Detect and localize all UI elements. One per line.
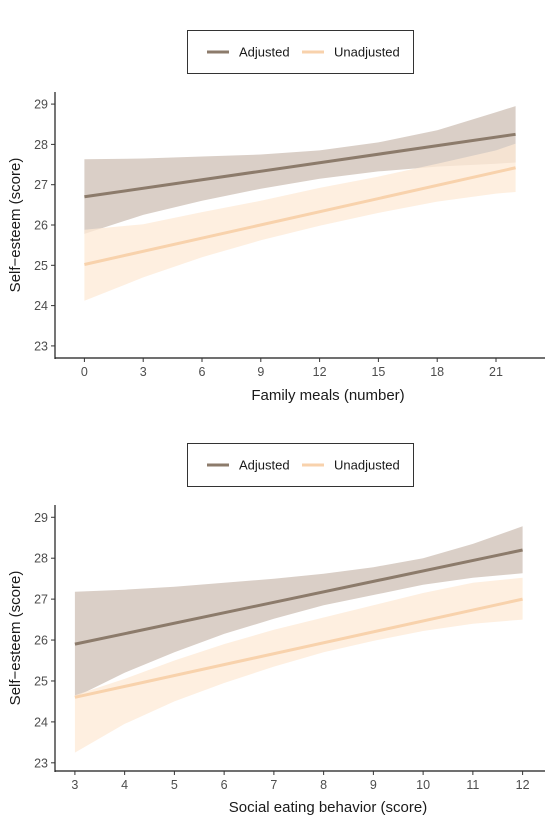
y-tick-label: 26 [34, 219, 48, 233]
y-tick-label: 23 [34, 756, 48, 770]
confidence-band-adjusted [84, 106, 516, 234]
y-axis-title: Self−esteem (score) [7, 571, 24, 706]
x-tick-label: 12 [313, 365, 327, 379]
series-line-unadjusted [84, 166, 516, 266]
y-tick-label: 26 [34, 634, 48, 648]
y-tick-label: 29 [34, 511, 48, 525]
legend: Adjusted Unadjusted [187, 30, 414, 74]
series-line-adjusted [84, 132, 516, 199]
y-tick-label: 28 [34, 552, 48, 566]
x-axis-title: Social eating behavior (score) [229, 799, 427, 816]
x-axis-title: Family meals (number) [251, 387, 404, 404]
x-tick-label: 9 [257, 365, 264, 379]
x-tick-label: 3 [71, 778, 78, 792]
x-tick-label: 6 [199, 365, 206, 379]
x-tick-label: 3 [140, 365, 147, 379]
y-tick-label: 24 [34, 299, 48, 313]
legend-label-adjusted: Adjusted [239, 458, 290, 473]
x-tick-label: 10 [416, 778, 430, 792]
confidence-band-unadjusted [84, 143, 516, 301]
x-tick-label: 7 [270, 778, 277, 792]
y-tick-label: 25 [34, 674, 48, 688]
legend-label-unadjusted: Unadjusted [334, 458, 400, 473]
y-tick-label: 23 [34, 339, 48, 353]
x-tick-label: 6 [221, 778, 228, 792]
y-tick-label: 29 [34, 98, 48, 112]
x-tick-label: 12 [516, 778, 530, 792]
panel-family-meals: 23 24 25 26 27 28 29 0 3 6 9 12 15 18 21 Family meals (… [7, 30, 545, 404]
legend-label-unadjusted: Unadjusted [334, 45, 400, 60]
series-line-adjusted [74, 548, 523, 646]
y-axis-title: Self−esteem (score) [7, 158, 24, 293]
x-tick-label: 8 [320, 778, 327, 792]
y-tick-label: 27 [34, 178, 48, 192]
x-tick-label: 11 [466, 778, 479, 792]
x-tick-label: 18 [430, 365, 444, 379]
x-tick-label: 21 [489, 365, 503, 379]
legend: Adjusted Unadjusted [187, 443, 414, 487]
x-tick-label: 0 [81, 365, 88, 379]
confidence-band-adjusted [74, 526, 523, 698]
x-tick-label: 4 [121, 778, 128, 792]
y-tick-label: 28 [34, 138, 48, 152]
confidence-band-unadjusted [74, 577, 523, 753]
series-line-unadjusted [74, 597, 523, 699]
x-tick-label: 5 [171, 778, 178, 792]
y-tick-label: 24 [34, 715, 48, 729]
y-tick-label: 25 [34, 259, 48, 273]
x-tick-label: 15 [371, 365, 385, 379]
legend-label-adjusted: Adjusted [239, 45, 290, 60]
x-tick-label: 9 [370, 778, 377, 792]
y-tick-label: 27 [34, 593, 48, 607]
panel-social-eating: 23 24 25 26 27 28 29 3 4 5 6 7 8 9 10 11 12 Social eating… [7, 443, 545, 816]
